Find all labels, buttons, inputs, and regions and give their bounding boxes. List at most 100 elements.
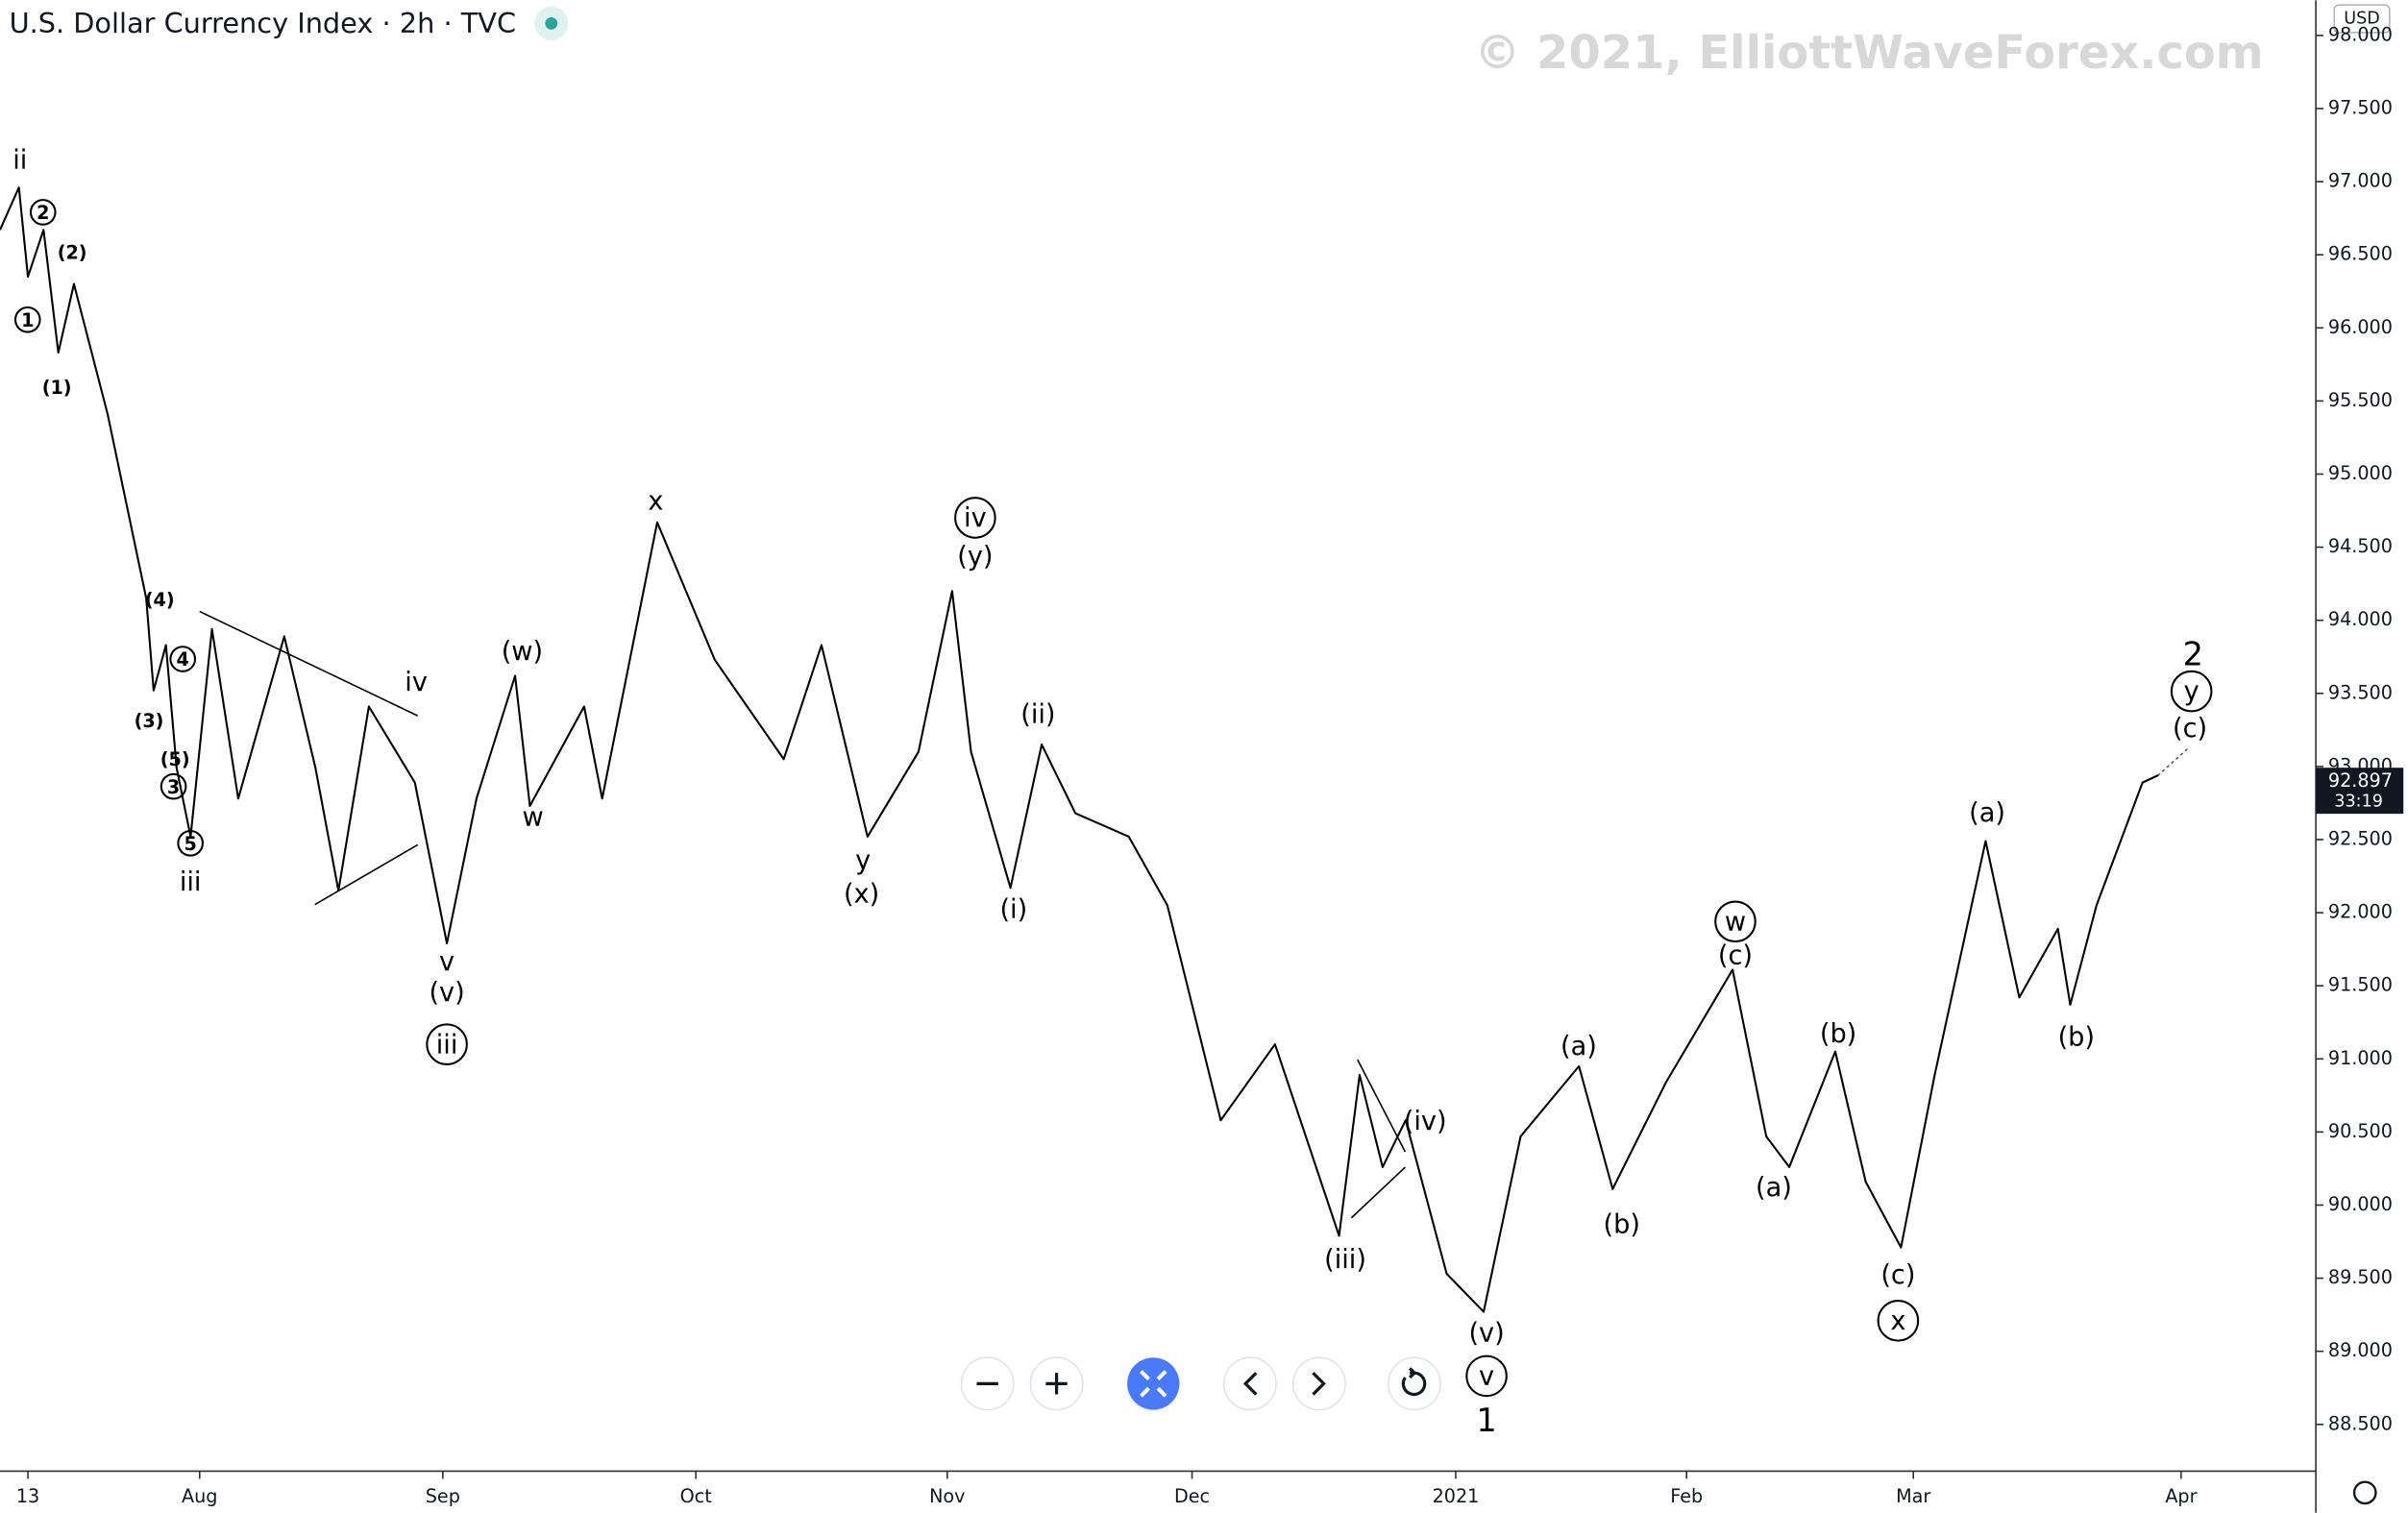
currency-label: USD <box>2344 10 2380 29</box>
wave-label: 1 <box>21 309 34 331</box>
wave-label: (b) <box>2058 1022 2095 1052</box>
wave-circle <box>160 772 187 800</box>
wave-label: (5) <box>160 748 190 770</box>
x-tick-label: Feb <box>1670 1485 1703 1507</box>
wave-label: (x) <box>844 880 879 910</box>
y-tick-label: 95.000 <box>2328 462 2393 484</box>
y-tick-label: 92.000 <box>2328 901 2393 923</box>
y-tick-label: 94.500 <box>2328 535 2393 557</box>
wave-circle <box>169 646 197 672</box>
wave-label: x <box>648 486 663 516</box>
wave-label: 1 <box>1476 1402 1496 1439</box>
x-tick-label: Apr <box>2165 1485 2197 1507</box>
x-tick-label: 2021 <box>1433 1485 1480 1507</box>
y-tick-label: 97.500 <box>2328 97 2393 119</box>
wave-label: w <box>522 803 543 833</box>
triangle-line <box>1350 1166 1406 1219</box>
y-tick-label: 90.000 <box>2328 1193 2393 1215</box>
y-tick-label: 95.500 <box>2328 389 2393 411</box>
y-tick-label: 90.500 <box>2328 1120 2393 1142</box>
y-tick-label: 89.500 <box>2328 1266 2393 1288</box>
x-tick-label: 13 <box>16 1485 39 1507</box>
wave-label: y <box>2184 677 2199 707</box>
wave-label: iv <box>405 668 428 697</box>
wave-label: (w) <box>502 637 543 667</box>
wave-label: (i) <box>999 895 1027 925</box>
wave-label: y <box>855 845 871 875</box>
wave-circle <box>13 305 41 333</box>
status-dot <box>545 16 558 30</box>
wave-circle <box>954 497 996 539</box>
y-tick-label: 98.000 <box>2328 23 2393 45</box>
triangle-line <box>199 610 419 717</box>
wave-label: 2 <box>37 202 49 224</box>
wave-label: iii <box>180 867 202 897</box>
icon <box>1045 1373 1068 1395</box>
currency-box <box>2333 4 2391 34</box>
scroll-right-button[interactable] <box>1291 1356 1346 1411</box>
wave-label: (c) <box>2173 714 2207 744</box>
wave-label: 3 <box>167 776 180 798</box>
last-price-tag <box>2316 768 2404 815</box>
wave-label: (v) <box>429 978 464 1008</box>
y-tick-label: 91.000 <box>2328 1047 2393 1069</box>
reset-scale-button[interactable] <box>1127 1357 1180 1410</box>
wave-label: x <box>1890 1306 1905 1336</box>
x-tick-label: Mar <box>1896 1485 1930 1507</box>
wave-label: (c) <box>1718 941 1753 971</box>
wave-label: (v) <box>1468 1319 1504 1349</box>
wave-circle <box>1465 1354 1508 1398</box>
y-tick-label: 96.000 <box>2328 316 2393 338</box>
last-price: 92.897 <box>2328 769 2393 792</box>
icon <box>1312 1372 1326 1396</box>
projection <box>2156 747 2189 777</box>
wave-label: (y) <box>957 542 993 572</box>
wave-label: iv <box>964 503 987 533</box>
x-tick-label: Oct <box>680 1485 713 1507</box>
x-tick-label: Dec <box>1174 1485 1210 1507</box>
settings-button[interactable] <box>2352 1480 2377 1505</box>
chart-title: U.S. Dollar Currency Index · 2h · TVC <box>10 7 516 39</box>
countdown: 33:19 <box>2334 792 2383 811</box>
wave-circle <box>29 199 57 226</box>
wave-label: iii <box>436 1030 458 1060</box>
wave-label: (iv) <box>1404 1107 1447 1136</box>
wave-label: (3) <box>135 710 164 732</box>
zoom-toolbar <box>960 1356 1441 1411</box>
triangle-line <box>314 843 419 906</box>
wave-label: (a) <box>1756 1173 1792 1203</box>
scroll-left-button[interactable] <box>1222 1356 1277 1411</box>
y-tick-label: 97.000 <box>2328 170 2393 192</box>
y-tick-label: 88.500 <box>2328 1412 2393 1434</box>
wave-label: (b) <box>1603 1209 1639 1239</box>
wave-circle <box>426 1023 468 1065</box>
wave-label: (a) <box>1560 1032 1597 1062</box>
watermark: © 2021, ElliottWaveForex.com <box>1474 27 2263 80</box>
y-tick-label: 89.000 <box>2328 1339 2393 1361</box>
icon <box>1242 1372 1258 1396</box>
y-tick-label: 94.000 <box>2328 608 2393 630</box>
price-line <box>0 186 2159 1313</box>
wave-label: (iii) <box>1324 1245 1366 1275</box>
y-tick-label: 91.500 <box>2328 974 2393 996</box>
reset-button[interactable] <box>1387 1356 1441 1411</box>
wave-label: (ii) <box>1020 700 1055 730</box>
icon <box>1401 1367 1427 1397</box>
wave-label: (4) <box>145 589 175 611</box>
wave-circle <box>2170 670 2213 713</box>
wave-label: v <box>439 947 455 977</box>
wave-label: 2 <box>2183 635 2203 672</box>
wave-label: (b) <box>1820 1019 1856 1049</box>
x-tick-label: Sep <box>426 1485 460 1507</box>
wave-label: (a) <box>1969 798 2005 828</box>
wave-circle <box>177 829 205 857</box>
wave-label: (1) <box>42 377 72 399</box>
x-tick-label: Aug <box>182 1485 217 1507</box>
wave-label: w <box>1725 907 1746 937</box>
y-tick-label: 92.500 <box>2328 827 2393 849</box>
wave-label: v <box>1479 1361 1494 1391</box>
icon <box>1140 1370 1167 1398</box>
wave-label: 4 <box>177 648 189 671</box>
